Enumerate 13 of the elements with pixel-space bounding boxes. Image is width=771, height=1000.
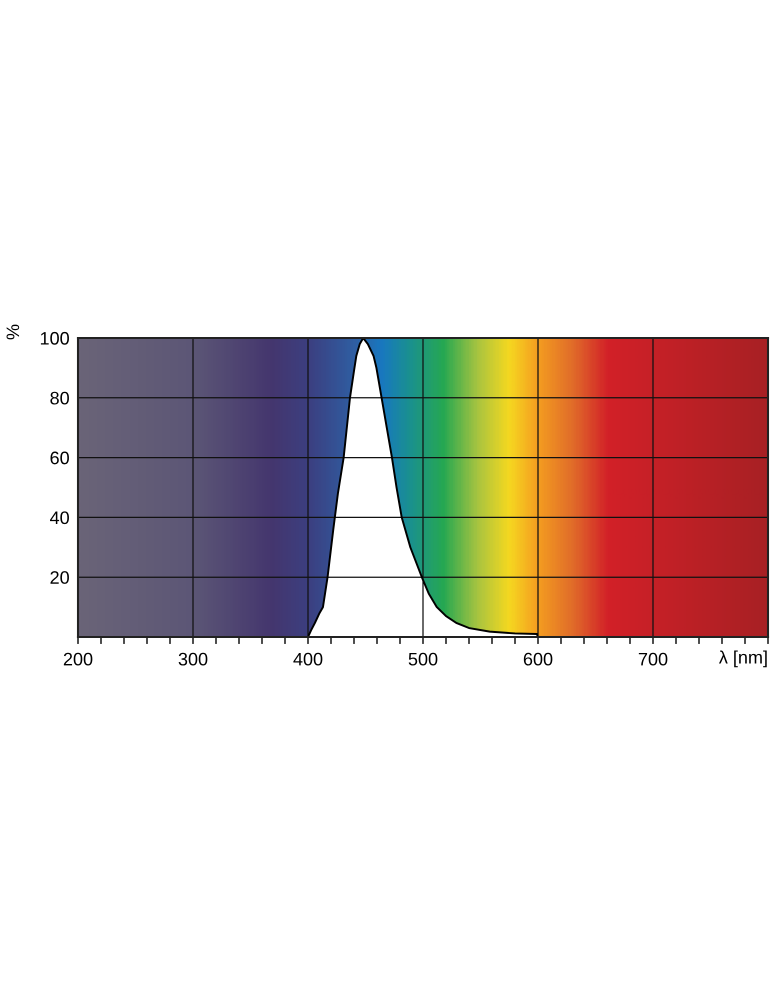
- x-tick-label: 600: [524, 652, 552, 666]
- y-tick-label: 100: [40, 332, 69, 345]
- x-axis-title: λ [nm]: [718, 650, 767, 668]
- x-tick-label: 300: [178, 652, 208, 666]
- x-tick-label: 700: [638, 652, 668, 666]
- y-tick-label: 80: [50, 392, 69, 405]
- x-tick-label: 200: [64, 652, 92, 666]
- x-tick-label: 400: [293, 652, 322, 666]
- y-tick-label: 40: [50, 511, 69, 524]
- y-tick-label: 60: [50, 452, 69, 464]
- y-axis-title: %: [6, 324, 20, 340]
- x-tick-label: 500: [408, 652, 438, 666]
- y-tick-label: 20: [50, 571, 69, 584]
